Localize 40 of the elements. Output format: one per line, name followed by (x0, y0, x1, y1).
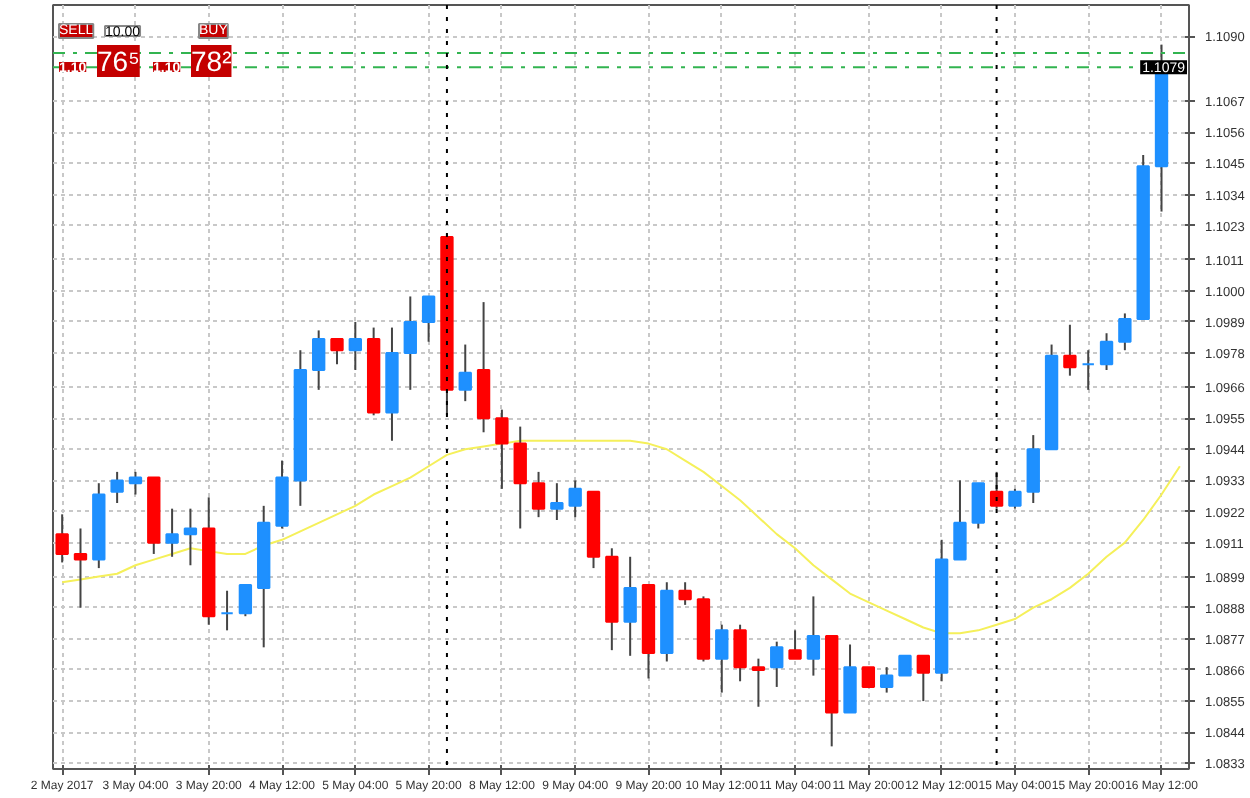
candlestick (330, 337, 344, 366)
candlestick (770, 640, 784, 688)
candlestick (916, 654, 930, 703)
candlestick (1099, 332, 1114, 372)
candlestick (880, 666, 894, 694)
candlestick (73, 527, 88, 609)
candlestick (495, 408, 509, 490)
candlestick (733, 623, 747, 683)
candlestick (568, 479, 582, 519)
candlestick (788, 629, 802, 660)
candlestick (513, 425, 527, 530)
candlestick (312, 329, 326, 391)
candlestick (1118, 312, 1132, 352)
candlestick (348, 320, 362, 372)
candlestick (55, 513, 69, 564)
candlestick (898, 654, 912, 677)
candlestick (421, 295, 436, 343)
candlestick (238, 584, 253, 618)
candlestick (458, 343, 472, 403)
candlestick (623, 555, 637, 657)
candlestick (403, 295, 417, 391)
candlestick (165, 507, 179, 558)
candlestick (1081, 349, 1095, 391)
candlestick (715, 623, 729, 694)
candlestick (128, 470, 143, 496)
candlestick (110, 470, 124, 505)
candlestick (678, 581, 692, 606)
candlestick (751, 657, 766, 708)
candlestick (183, 507, 198, 567)
candlestick (531, 470, 546, 519)
candlestick (1063, 323, 1077, 377)
candlestick (861, 666, 876, 688)
candlestick (843, 643, 857, 714)
candlestick (220, 589, 234, 632)
candlestick (550, 482, 564, 521)
candlestick (1008, 487, 1022, 510)
candlestick (1026, 434, 1040, 505)
candlestick (953, 479, 967, 561)
candlestick (971, 482, 985, 530)
candlestick (806, 595, 821, 677)
